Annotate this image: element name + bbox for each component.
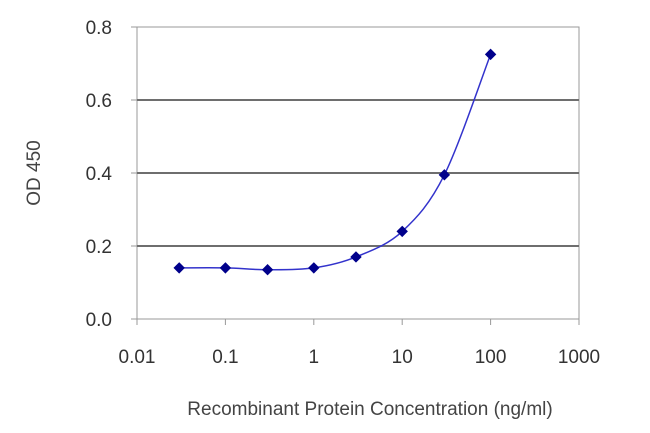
x-tick-label: 1000	[558, 347, 600, 368]
data-point	[484, 48, 497, 61]
data-point	[219, 262, 232, 274]
series-line	[179, 54, 492, 271]
y-tick-label: 0.2	[86, 237, 112, 258]
data-point	[308, 262, 320, 274]
data-point	[261, 264, 274, 276]
gridlines	[137, 99, 579, 247]
x-tick-label: 100	[475, 347, 507, 368]
data-point	[173, 262, 185, 274]
y-axis: 0.0 0.2 0.4 0.6 0.8	[86, 18, 137, 331]
x-tick-label: 1	[309, 347, 320, 368]
series-group	[173, 48, 497, 276]
x-tick-label: 0.1	[212, 347, 238, 368]
x-tick-label: 10	[392, 347, 413, 368]
x-axis: 0.01 0.1 1 10 100 1000	[119, 319, 600, 368]
x-tick-label: 0.01	[119, 347, 156, 368]
x-axis-title: Recombinant Protein Concentration (ng/ml…	[187, 399, 552, 420]
data-point	[438, 169, 451, 181]
y-tick-label: 0.0	[86, 310, 112, 331]
data-point	[396, 225, 408, 238]
y-tick-label: 0.8	[86, 18, 112, 39]
y-tick-label: 0.6	[86, 91, 112, 112]
y-axis-title: OD 450	[24, 140, 45, 205]
y-tick-label: 0.4	[86, 164, 113, 185]
data-point	[350, 251, 362, 263]
